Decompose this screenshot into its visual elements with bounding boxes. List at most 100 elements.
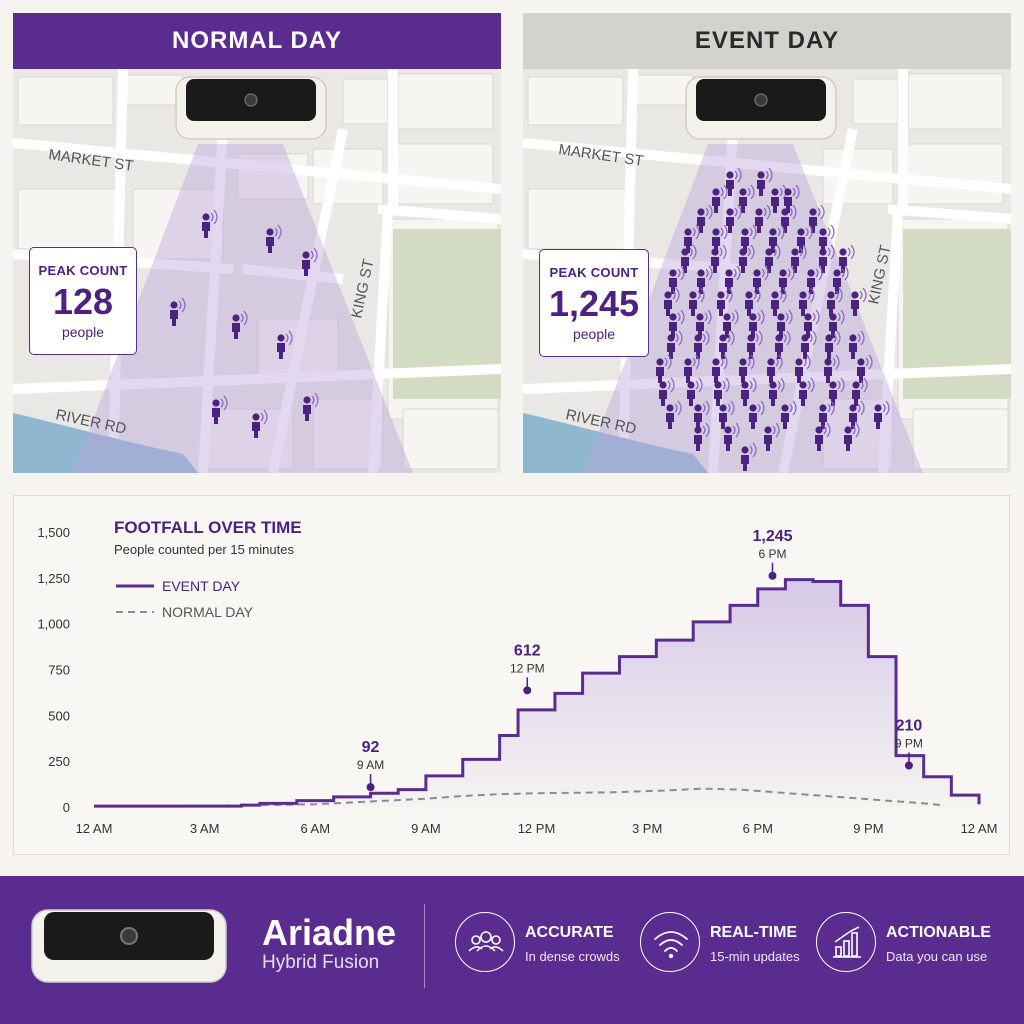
y-tick-label: 750 <box>48 663 70 678</box>
person-icon <box>717 287 733 316</box>
normal-day-panel: NORMAL DAY <box>13 13 501 473</box>
person-icon <box>874 400 890 429</box>
x-tick-label: 6 PM <box>743 821 773 836</box>
person-icon <box>277 330 293 359</box>
person-icon <box>771 184 787 213</box>
annotation-value: 612 <box>514 642 541 659</box>
person-icon <box>696 309 712 338</box>
person-icon <box>687 377 703 406</box>
person-icon <box>764 422 780 451</box>
person-icon <box>807 265 823 294</box>
y-tick-label: 250 <box>48 754 70 769</box>
peak-count-value: 1,245 <box>548 282 640 324</box>
annotation-marker <box>366 783 375 792</box>
person-icon <box>839 244 855 273</box>
person-icon <box>726 204 742 233</box>
legend-normal-label: NORMAL DAY <box>162 604 254 620</box>
person-icon <box>795 354 811 383</box>
person-icon <box>857 354 873 383</box>
person-icon <box>689 287 705 316</box>
normal-day-header: NORMAL DAY <box>13 13 501 69</box>
event-day-map: MARKET ST KING ST RIVER RD <box>523 69 1011 473</box>
footer-divider <box>424 904 425 988</box>
annotation-time: 12 PM <box>510 661 545 675</box>
person-icon <box>829 309 845 338</box>
person-icon <box>801 330 817 359</box>
feature-desc: In dense crowds <box>525 949 620 964</box>
person-icon <box>726 167 742 196</box>
annotation-marker <box>904 761 913 770</box>
x-tick-label: 12 AM <box>961 821 998 836</box>
person-icon <box>697 204 713 233</box>
person-icon <box>694 400 710 429</box>
annotation-value: 1,245 <box>752 528 792 545</box>
legend-event-label: EVENT DAY <box>162 578 241 594</box>
person-icon <box>202 209 218 238</box>
person-icon <box>767 354 783 383</box>
person-icon <box>824 354 840 383</box>
person-icon <box>819 400 835 429</box>
feature-actionable: ACTIONABLE Data you can use <box>816 912 1016 972</box>
normal-day-series-line <box>93 787 943 808</box>
person-icon <box>724 422 740 451</box>
peak-count-unit: people <box>61 323 105 340</box>
annotation-marker <box>768 571 777 580</box>
person-icon <box>669 265 685 294</box>
person-icon <box>669 309 685 338</box>
device-icon <box>31 909 227 983</box>
x-tick-label: 3 AM <box>190 821 220 836</box>
y-tick-label: 1,000 <box>37 617 70 632</box>
peak-count-unit: people <box>572 325 616 342</box>
person-icon <box>775 330 791 359</box>
normal-day-map: MARKET ST RIVER RD KING ST <box>13 69 501 473</box>
person-icon <box>755 204 771 233</box>
normal-peak-count-box: PEAK COUNT 128 people <box>29 247 137 355</box>
x-tick-label: 9 AM <box>411 821 441 836</box>
feature-accurate: ACCURATE In dense crowds <box>455 912 625 972</box>
sensor-device-icon <box>685 76 837 140</box>
person-icon <box>849 330 865 359</box>
y-tick-label: 0 <box>63 800 70 815</box>
annotation-value: 92 <box>362 739 380 756</box>
person-icon <box>739 244 755 273</box>
person-icon <box>852 377 868 406</box>
bar-chart-icon <box>816 912 876 972</box>
person-icon <box>844 422 860 451</box>
person-icon <box>232 310 248 339</box>
footfall-chart-card: 0 250 500 750 1,000 1,250 1,500 12 AM 3 AM 6 AM 9… <box>13 495 1010 855</box>
chart-subtitle: People counted per 15 minutes <box>114 542 294 557</box>
peak-count-label: PEAK COUNT <box>549 264 639 280</box>
x-tick-label: 3 PM <box>632 821 662 836</box>
sensor-device-icon <box>175 76 327 140</box>
person-icon <box>666 400 682 429</box>
person-icon <box>711 244 727 273</box>
peak-count-value: 128 <box>52 280 114 322</box>
person-icon <box>799 287 815 316</box>
person-icon <box>827 287 843 316</box>
annotation-time: 9 AM <box>357 758 384 772</box>
feature-title: ACCURATE <box>525 924 614 941</box>
feature-title: ACTIONABLE <box>886 924 991 941</box>
person-icon <box>266 224 282 253</box>
person-icon <box>741 442 757 471</box>
x-tick-label: 12 AM <box>76 821 113 836</box>
people-icon <box>455 912 515 972</box>
x-tick-label: 6 AM <box>300 821 330 836</box>
brand-name: Ariadne <box>262 912 397 953</box>
event-day-panel: EVENT DAY MARKET ST <box>523 13 1011 473</box>
peak-count-label: PEAK COUNT <box>38 262 128 278</box>
normal-day-people <box>170 209 319 438</box>
y-tick-label: 1,250 <box>37 571 70 586</box>
feature-desc: Data you can use <box>886 949 988 964</box>
person-icon <box>712 184 728 213</box>
event-day-series-line <box>94 578 981 808</box>
person-icon <box>851 287 867 316</box>
person-icon <box>849 400 865 429</box>
footfall-chart: 0 250 500 750 1,000 1,250 1,500 12 AM 3 AM 6 AM 9… <box>37 518 998 836</box>
person-icon <box>712 224 728 253</box>
person-icon <box>170 297 186 326</box>
y-tick-label: 500 <box>48 708 70 723</box>
person-icon <box>777 309 793 338</box>
annotation-time: 6 PM <box>758 547 786 561</box>
person-icon <box>712 354 728 383</box>
